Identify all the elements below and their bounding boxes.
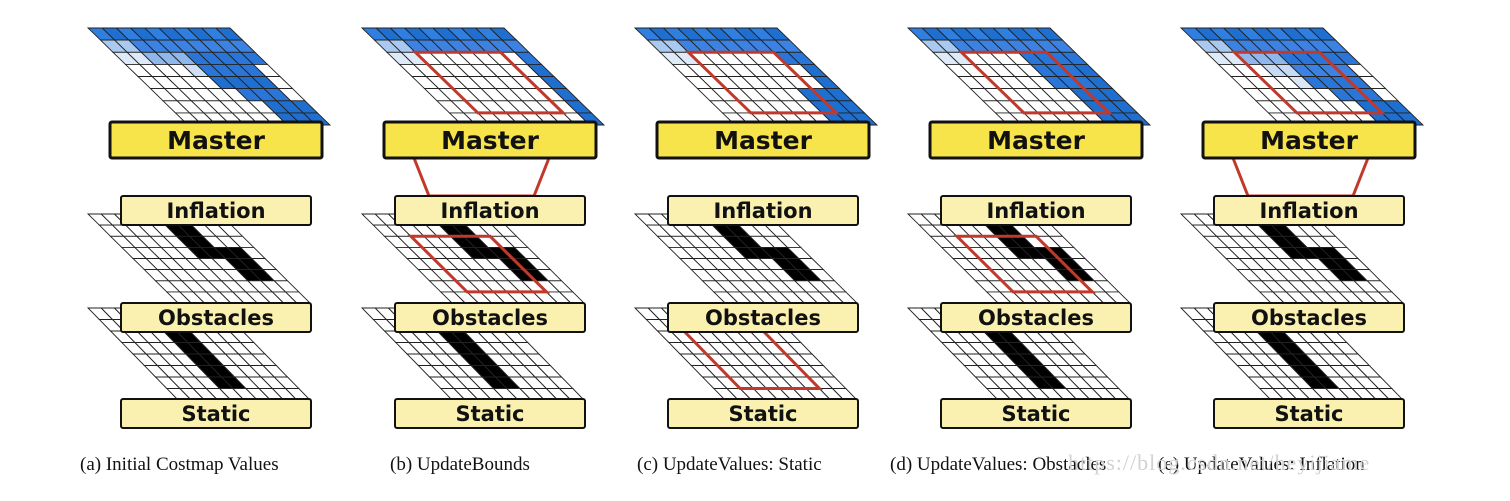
obstacles-label-d: Obstacles — [940, 302, 1132, 333]
obstacles-grid-b — [360, 213, 586, 304]
inflation-label-e: Inflation — [1213, 195, 1405, 226]
master-label-e-box — [1201, 120, 1417, 160]
master-label-c-text: Master — [714, 126, 813, 155]
obstacles-label-c-box — [667, 302, 859, 333]
inflation-label-a: Inflation — [120, 195, 312, 226]
obstacles-label-e: Obstacles — [1213, 302, 1405, 333]
obstacles-label-a-box — [120, 302, 312, 333]
inflation-label-a-text: Inflation — [166, 199, 265, 223]
obstacles-label-c-text: Obstacles — [705, 306, 821, 330]
inflation-label-c-text: Inflation — [713, 199, 812, 223]
obstacles-label-a: Obstacles — [120, 302, 312, 333]
inflation-label-e-text: Inflation — [1259, 199, 1358, 223]
static-label-a: Static — [120, 398, 312, 429]
master-grid-d — [906, 27, 1152, 126]
obstacles-label-d-box — [940, 302, 1132, 333]
inflation-label-b-box — [394, 195, 586, 226]
static-label-e: Static — [1213, 398, 1405, 429]
static-label-b: Static — [394, 398, 586, 429]
static-label-c-text: Static — [728, 402, 797, 426]
inflation-label-a-box — [120, 195, 312, 226]
caption-e: (e) UpdateValues: Inflation — [1158, 454, 1365, 475]
static-label-c: Static — [667, 398, 859, 429]
master-label-b: Master — [382, 120, 598, 160]
obstacles-label-b-box — [394, 302, 586, 333]
obstacles-grid-a — [86, 213, 312, 304]
static-label-d-text: Static — [1001, 402, 1070, 426]
obstacles-grid-d — [906, 213, 1132, 304]
caption-c: (c) UpdateValues: Static — [637, 454, 822, 475]
static-label-c-box — [667, 398, 859, 429]
master-label-d-box — [928, 120, 1144, 160]
static-label-d-box — [940, 398, 1132, 429]
inflation-label-e-box — [1213, 195, 1405, 226]
bounds-obstacles-b — [407, 234, 551, 294]
bounds-obstacles-d — [953, 234, 1096, 294]
static-label-e-text: Static — [1274, 402, 1343, 426]
master-grid-b — [360, 27, 606, 126]
static-label-a-box — [120, 398, 312, 429]
obstacles-label-b-text: Obstacles — [432, 306, 548, 330]
caption-d: (d) UpdateValues: Obstacles — [890, 454, 1107, 475]
master-grid-c — [633, 27, 879, 126]
master-label-a-box — [108, 120, 324, 160]
inflation-label-d-box — [940, 195, 1132, 226]
inflation-label-b: Inflation — [394, 195, 586, 226]
static-label-b-box — [394, 398, 586, 429]
master-label-b-text: Master — [441, 126, 540, 155]
bounds-master-b — [411, 50, 567, 115]
obstacles-label-c: Obstacles — [667, 302, 859, 333]
caption-b: (b) UpdateBounds — [390, 454, 530, 475]
bounds-master-e — [1230, 50, 1386, 115]
static-label-d: Static — [940, 398, 1132, 429]
static-label-e-box — [1213, 398, 1405, 429]
master-label-a: Master — [108, 120, 324, 160]
master-label-e: Master — [1201, 120, 1417, 160]
inflation-label-d-text: Inflation — [986, 199, 1085, 223]
bounds-master-d — [957, 50, 1113, 115]
static-label-a-text: Static — [181, 402, 250, 426]
master-grid-e — [1179, 27, 1425, 126]
inflation-label-c-box — [667, 195, 859, 226]
obstacles-grid-e — [1179, 213, 1405, 304]
obstacles-label-d-text: Obstacles — [978, 306, 1094, 330]
obstacles-label-e-text: Obstacles — [1251, 306, 1367, 330]
obstacles-label-b: Obstacles — [394, 302, 586, 333]
connector-e — [1231, 157, 1370, 198]
obstacles-grid-c — [633, 213, 859, 304]
inflation-label-c: Inflation — [667, 195, 859, 226]
bounds-master-c — [684, 50, 840, 115]
obstacles-label-a-text: Obstacles — [158, 306, 274, 330]
master-grid-a — [86, 27, 332, 126]
inflation-label-b-text: Inflation — [440, 199, 539, 223]
master-label-b-box — [382, 120, 598, 160]
master-label-e-text: Master — [1260, 126, 1359, 155]
watermark: https://blog.csdn.net/heyijiame — [1068, 450, 1371, 475]
static-label-b-text: Static — [455, 402, 524, 426]
connector-b — [412, 157, 551, 198]
inflation-label-d: Inflation — [940, 195, 1132, 226]
master-label-c-box — [655, 120, 871, 160]
caption-a: (a) Initial Costmap Values — [80, 454, 279, 475]
master-label-a-text: Master — [167, 126, 266, 155]
master-label-d: Master — [928, 120, 1144, 160]
master-label-c: Master — [655, 120, 871, 160]
obstacles-label-e-box — [1213, 302, 1405, 333]
master-label-d-text: Master — [987, 126, 1086, 155]
